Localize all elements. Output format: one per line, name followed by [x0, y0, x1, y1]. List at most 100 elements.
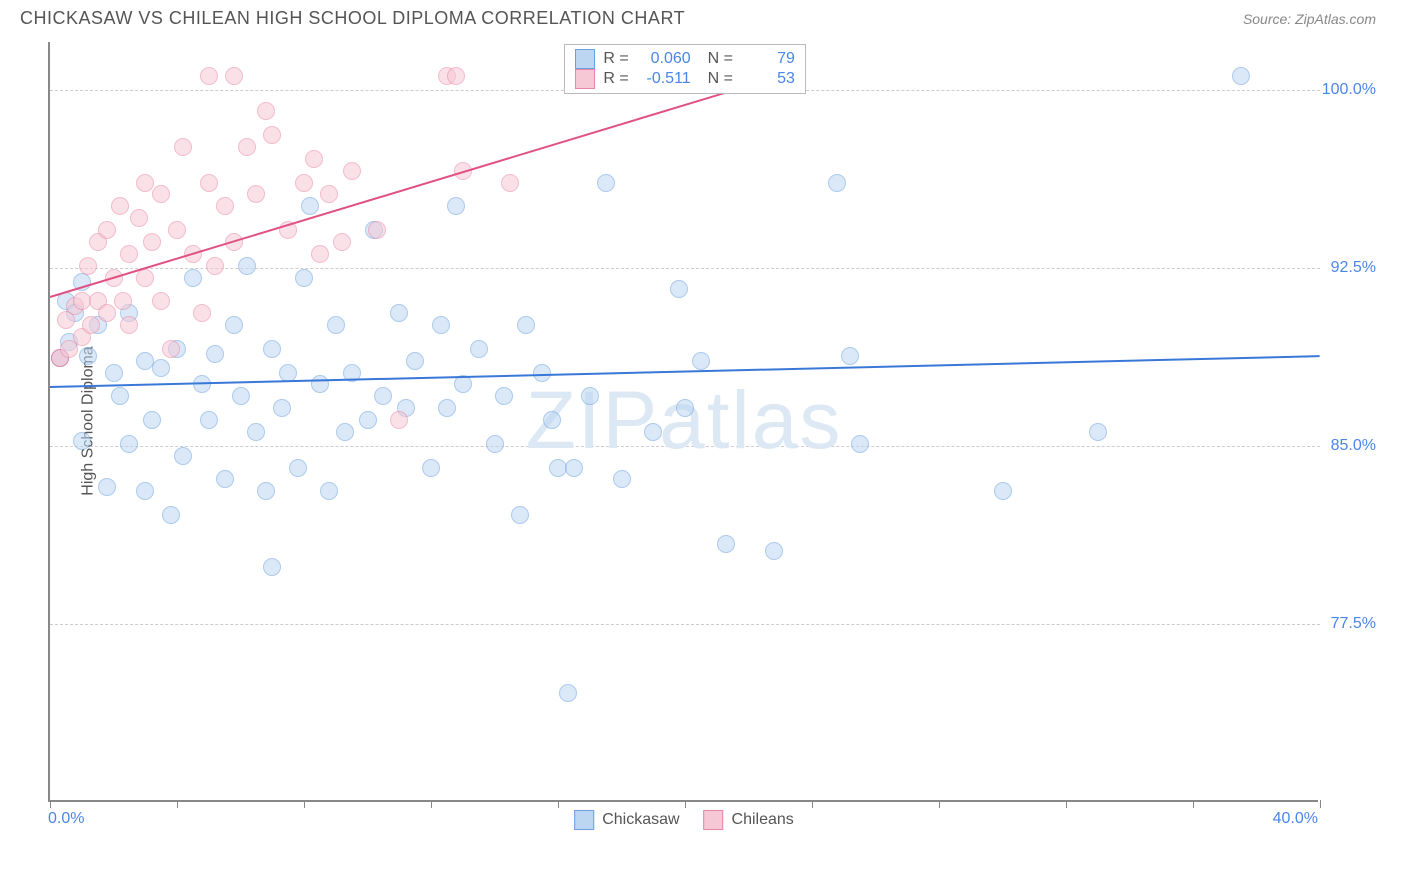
scatter-point — [120, 435, 138, 453]
r-value: 0.060 — [637, 50, 691, 68]
scatter-point — [193, 304, 211, 322]
scatter-point — [311, 375, 329, 393]
scatter-point — [216, 197, 234, 215]
scatter-point — [670, 280, 688, 298]
scatter-point — [257, 102, 275, 120]
scatter-point — [152, 359, 170, 377]
watermark: ZIPatlas — [526, 374, 843, 468]
n-value: 53 — [741, 70, 795, 88]
scatter-point — [98, 304, 116, 322]
trend-line — [50, 71, 797, 299]
scatter-point — [152, 185, 170, 203]
scatter-point — [320, 482, 338, 500]
scatter-point — [98, 478, 116, 496]
scatter-point — [111, 387, 129, 405]
scatter-point — [130, 209, 148, 227]
scatter-point — [422, 459, 440, 477]
scatter-point — [216, 470, 234, 488]
y-axis-label: High School Diploma — [80, 346, 98, 495]
x-tick — [177, 800, 178, 808]
scatter-point — [168, 221, 186, 239]
scatter-point — [565, 459, 583, 477]
scatter-point — [327, 316, 345, 334]
legend-row: R = -0.511 N = 53 — [575, 69, 795, 89]
scatter-point — [289, 459, 307, 477]
scatter-point — [279, 364, 297, 382]
scatter-point — [390, 304, 408, 322]
scatter-point — [152, 292, 170, 310]
x-axis-max-label: 40.0% — [1273, 810, 1318, 828]
scatter-point — [559, 684, 577, 702]
plot-area: High School Diploma ZIPatlas 0.0% 40.0% … — [48, 42, 1318, 802]
legend-label: Chileans — [732, 811, 794, 829]
scatter-point — [438, 399, 456, 417]
scatter-point — [200, 174, 218, 192]
r-label: R = — [603, 70, 628, 88]
scatter-point — [717, 535, 735, 553]
scatter-point — [511, 506, 529, 524]
scatter-point — [533, 364, 551, 382]
scatter-point — [644, 423, 662, 441]
y-tick-label: 85.0% — [1331, 437, 1376, 455]
scatter-point — [105, 364, 123, 382]
scatter-point — [597, 174, 615, 192]
scatter-point — [311, 245, 329, 263]
scatter-point — [994, 482, 1012, 500]
n-label: N = — [699, 70, 733, 88]
x-tick — [1320, 800, 1321, 808]
scatter-point — [162, 340, 180, 358]
scatter-point — [98, 221, 116, 239]
scatter-point — [120, 316, 138, 334]
scatter-point — [543, 411, 561, 429]
scatter-point — [359, 411, 377, 429]
scatter-point — [238, 257, 256, 275]
x-tick — [431, 800, 432, 808]
swatch-icon — [574, 810, 594, 830]
scatter-point — [336, 423, 354, 441]
x-tick — [1066, 800, 1067, 808]
x-axis-min-label: 0.0% — [48, 810, 84, 828]
scatter-point — [517, 316, 535, 334]
legend-item-chileans: Chileans — [704, 810, 794, 830]
scatter-point — [1089, 423, 1107, 441]
scatter-point — [692, 352, 710, 370]
scatter-point — [225, 316, 243, 334]
y-tick-label: 100.0% — [1322, 81, 1376, 99]
scatter-point — [79, 347, 97, 365]
scatter-point — [273, 399, 291, 417]
r-value: -0.511 — [637, 70, 691, 88]
scatter-point — [263, 340, 281, 358]
legend-row: R =0.060 N =79 — [575, 49, 795, 69]
scatter-point — [828, 174, 846, 192]
scatter-point — [184, 269, 202, 287]
x-tick — [685, 800, 686, 808]
gridline — [50, 624, 1320, 625]
n-label: N = — [699, 50, 733, 68]
scatter-point — [136, 174, 154, 192]
x-tick — [304, 800, 305, 808]
scatter-point — [114, 292, 132, 310]
scatter-point — [136, 269, 154, 287]
scatter-point — [333, 233, 351, 251]
scatter-point — [206, 345, 224, 363]
scatter-point — [406, 352, 424, 370]
scatter-point — [1232, 67, 1250, 85]
gridline — [50, 446, 1320, 447]
swatch-icon — [704, 810, 724, 830]
scatter-point — [295, 174, 313, 192]
scatter-point — [470, 340, 488, 358]
scatter-point — [82, 316, 100, 334]
y-tick-label: 77.5% — [1331, 615, 1376, 633]
scatter-point — [368, 221, 386, 239]
scatter-point — [263, 126, 281, 144]
x-tick — [939, 800, 940, 808]
x-tick — [558, 800, 559, 808]
scatter-point — [765, 542, 783, 560]
scatter-point — [676, 399, 694, 417]
chart-container: High School Diploma ZIPatlas 0.0% 40.0% … — [48, 42, 1378, 832]
swatch-icon — [575, 69, 595, 89]
y-tick-label: 92.5% — [1331, 259, 1376, 277]
correlation-legend: R =0.060 N =79R = -0.511 N = 53 — [564, 44, 806, 94]
scatter-point — [73, 432, 91, 450]
scatter-point — [263, 558, 281, 576]
